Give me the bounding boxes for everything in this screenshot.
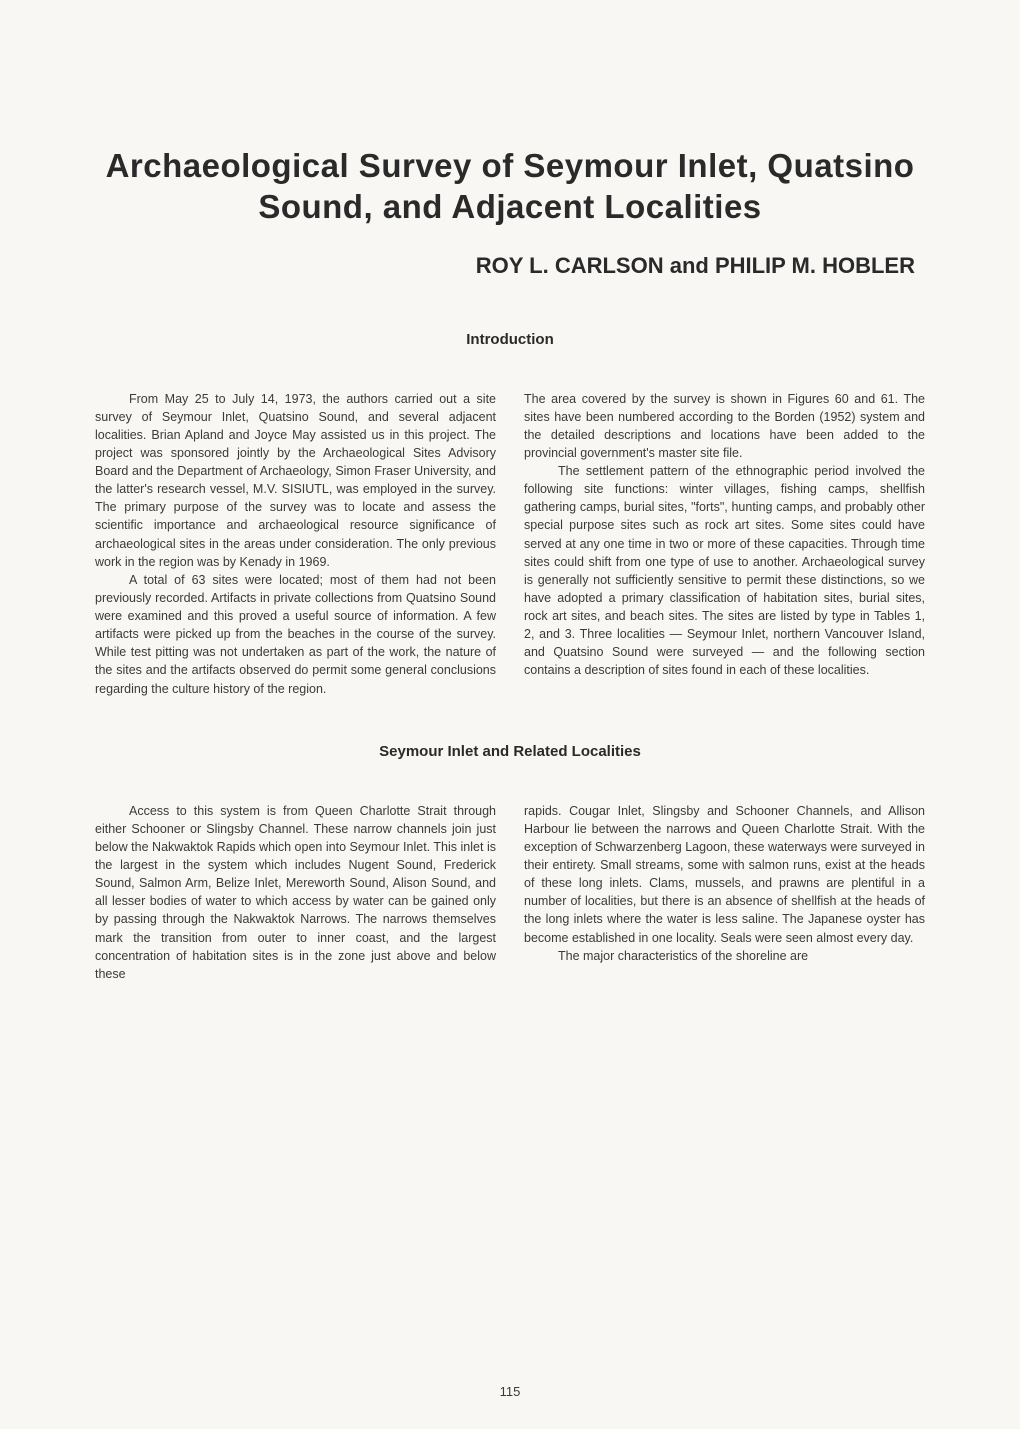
seymour-right-column: rapids. Cougar Inlet, Slingsby and Schoo… [524,802,925,983]
section-heading-seymour: Seymour Inlet and Related Localities [95,743,925,760]
intro-left-column: From May 25 to July 14, 1973, the author… [95,390,496,698]
seymour-paragraph-1: Access to this system is from Queen Char… [95,802,496,983]
seymour-paragraph-2: rapids. Cougar Inlet, Slingsby and Schoo… [524,802,925,947]
introduction-columns: From May 25 to July 14, 1973, the author… [95,390,925,698]
intro-paragraph-3: The area covered by the survey is shown … [524,390,925,463]
intro-right-column: The area covered by the survey is shown … [524,390,925,698]
intro-paragraph-4: The settlement pattern of the ethnograph… [524,462,925,680]
intro-paragraph-2: A total of 63 sites were located; most o… [95,571,496,698]
page-number: 115 [0,1384,1020,1399]
seymour-paragraph-3: The major characteristics of the shoreli… [524,947,925,965]
author-line: ROY L. CARLSON and PHILIP M. HOBLER [95,253,925,279]
seymour-left-column: Access to this system is from Queen Char… [95,802,496,983]
intro-paragraph-1: From May 25 to July 14, 1973, the author… [95,390,496,571]
article-title: Archaeological Survey of Seymour Inlet, … [95,145,925,228]
seymour-columns: Access to this system is from Queen Char… [95,802,925,983]
section-heading-introduction: Introduction [95,331,925,348]
